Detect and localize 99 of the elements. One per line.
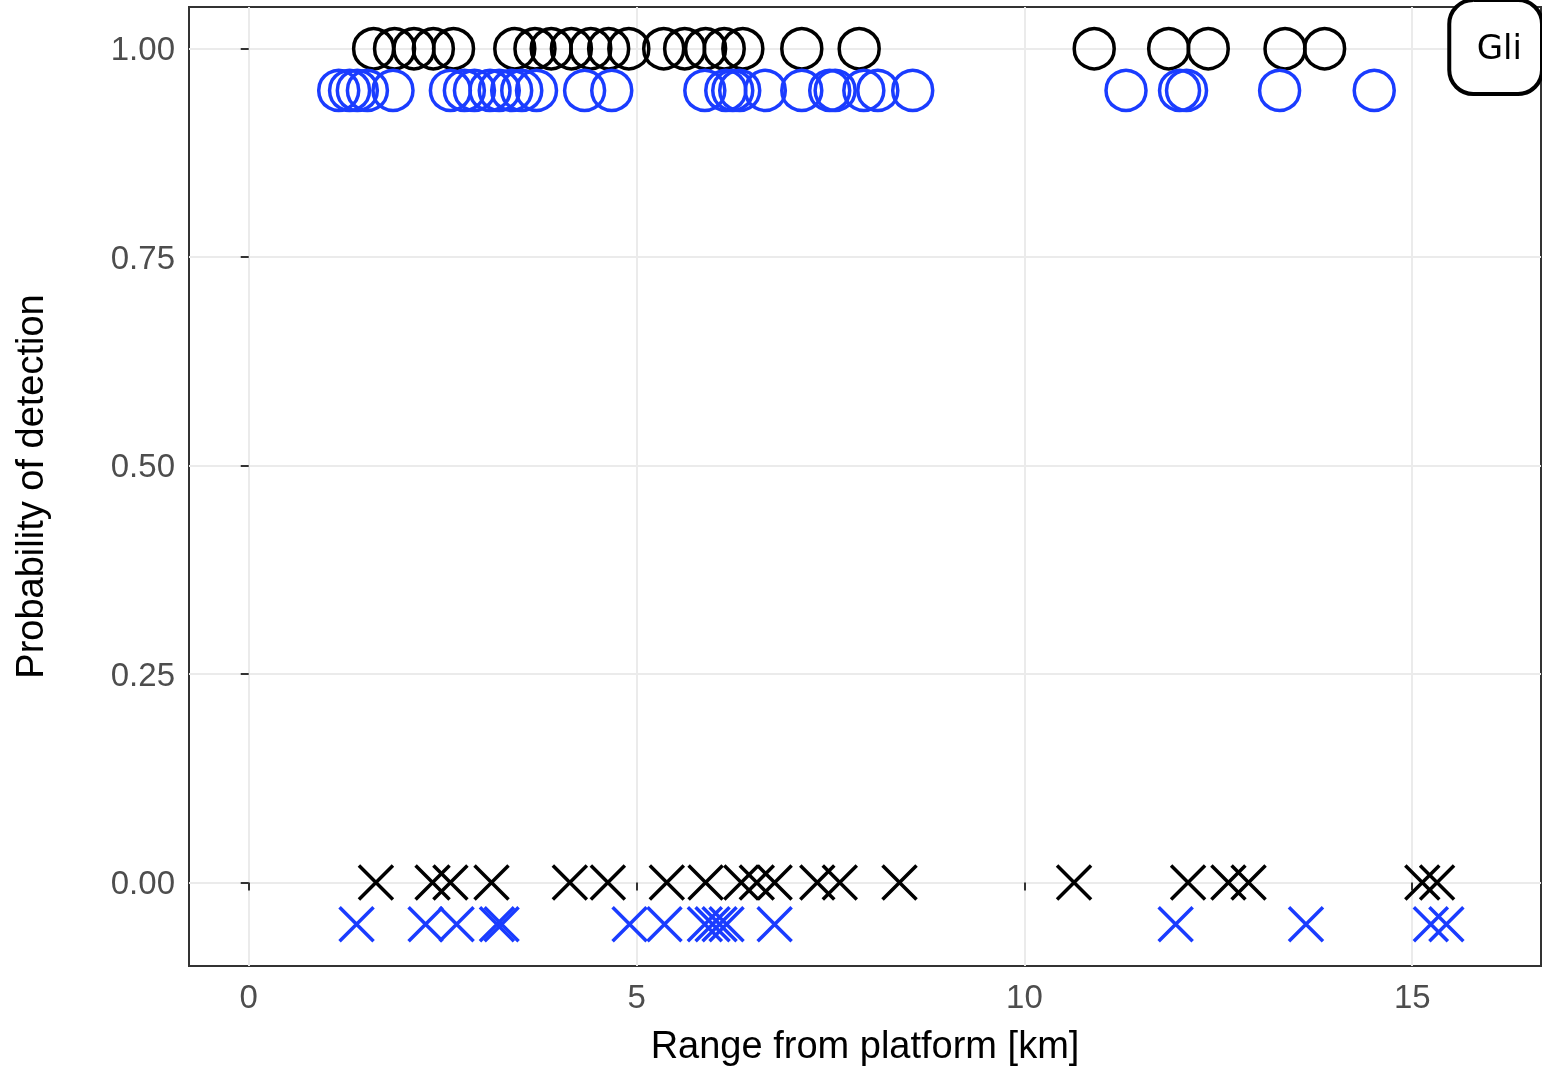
point (551, 863, 589, 902)
y-tick-label: 0.00 (110, 864, 175, 902)
y-axis-title: Probability of detection (9, 294, 51, 679)
point (431, 863, 470, 902)
point (413, 863, 452, 902)
point (1418, 863, 1456, 902)
text: Gli (1476, 27, 1523, 67)
x-tick-label: 0 (239, 978, 258, 1015)
point (1403, 863, 1442, 902)
point (780, 26, 824, 71)
point (337, 905, 376, 944)
point (704, 68, 748, 113)
point (1427, 905, 1466, 944)
point (798, 863, 837, 902)
point (683, 68, 727, 113)
point (721, 26, 765, 71)
point (683, 26, 728, 71)
point (513, 26, 557, 71)
point (707, 905, 746, 944)
point (711, 68, 755, 113)
point (428, 68, 473, 113)
point (1352, 68, 1396, 113)
y-tick-label: 1.00 (110, 30, 175, 68)
point (1104, 68, 1148, 113)
point (335, 68, 380, 113)
point (1157, 68, 1202, 113)
point (821, 863, 859, 902)
point (891, 68, 935, 113)
point (1169, 863, 1207, 902)
point (738, 863, 776, 902)
point (392, 26, 436, 71)
point (357, 863, 395, 902)
point (856, 68, 900, 113)
point (880, 863, 919, 902)
point (345, 68, 390, 113)
point (317, 68, 361, 113)
point (442, 68, 487, 113)
point (437, 905, 476, 944)
y-tick-label: 0.25 (110, 655, 175, 693)
point (1146, 26, 1191, 71)
point (493, 26, 537, 71)
point (372, 26, 417, 71)
x-tick-label: 10 (1006, 978, 1043, 1015)
x-tick-label: 15 (1393, 978, 1431, 1015)
point (514, 68, 559, 113)
point (411, 26, 456, 71)
point (1055, 863, 1093, 902)
point (489, 68, 534, 113)
point (586, 26, 631, 71)
point (842, 68, 886, 113)
point (780, 68, 824, 113)
point (648, 863, 686, 902)
point (562, 68, 607, 113)
point (686, 863, 725, 902)
point (607, 26, 651, 71)
point (610, 905, 649, 944)
point (755, 863, 794, 902)
point (431, 26, 476, 71)
point (1257, 68, 1302, 113)
point (406, 905, 445, 944)
point (589, 863, 627, 902)
point (1229, 863, 1268, 902)
point (477, 68, 522, 113)
point (529, 26, 573, 71)
y-tick-label: 0.75 (110, 238, 175, 276)
point (472, 863, 511, 902)
point (1156, 905, 1195, 944)
x-tick-label: 5 (627, 978, 646, 1015)
point (1209, 863, 1248, 902)
point (722, 863, 761, 902)
point (351, 26, 396, 71)
point (693, 905, 732, 944)
point (702, 26, 746, 71)
point (468, 68, 512, 113)
point (686, 905, 724, 944)
point (500, 68, 544, 113)
point (700, 905, 739, 944)
point (1412, 905, 1450, 944)
point (1164, 68, 1209, 113)
point (1302, 26, 1347, 71)
point (1186, 26, 1230, 71)
point (1263, 26, 1307, 71)
point (837, 26, 881, 71)
point (327, 68, 372, 113)
point (718, 68, 762, 113)
point (645, 905, 684, 944)
x-axis-title: Range from platform [km] (650, 1024, 1080, 1066)
point (590, 68, 634, 113)
point (569, 26, 613, 71)
point (371, 68, 415, 113)
point (549, 26, 594, 71)
point (452, 68, 497, 113)
point (743, 68, 788, 113)
point (662, 26, 707, 71)
point (1072, 26, 1116, 71)
y-tick-label: 0.50 (110, 447, 175, 485)
point (755, 905, 794, 944)
point (642, 26, 686, 71)
point (1287, 905, 1325, 944)
